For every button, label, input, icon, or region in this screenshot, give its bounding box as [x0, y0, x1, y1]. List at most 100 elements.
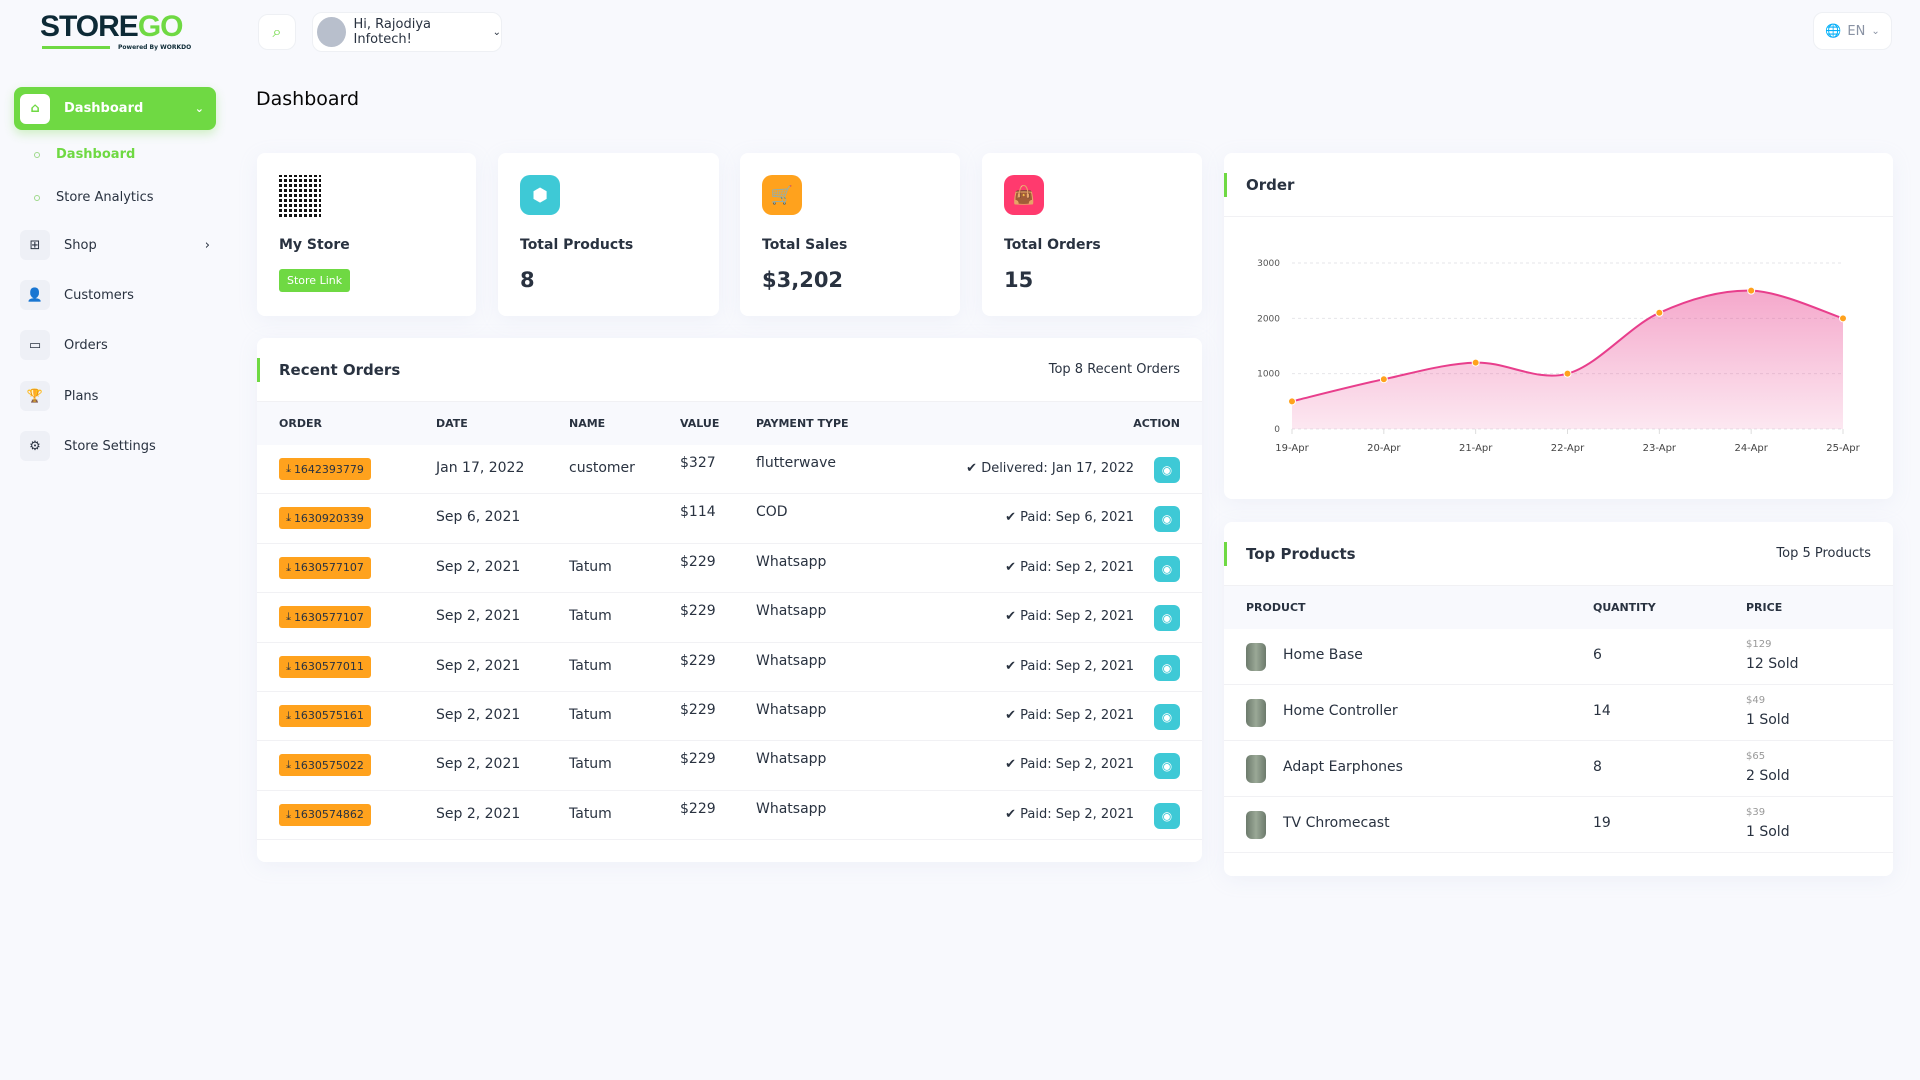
product-thumbnail	[1246, 755, 1266, 783]
download-icon: ⤓	[286, 462, 291, 475]
storego-logo[interactable]: STOREGO Powered By WORKDO	[40, 10, 192, 52]
check-icon: ✔	[1005, 510, 1021, 526]
order-id-button[interactable]: ⤓ 1630577107	[279, 556, 371, 579]
eye-icon: ◉	[1161, 709, 1173, 724]
order-value: $229	[680, 553, 716, 570]
payment-type: Whatsapp	[756, 603, 827, 620]
product-thumbnail	[1246, 643, 1266, 671]
product-quantity: 14	[1593, 703, 1611, 719]
order-status: ✔ Paid: Sep 2, 2021	[1005, 560, 1134, 575]
table-row: ⤓ 1630577107 Sep 2, 2021 Tatum $229 Whats…	[257, 593, 1202, 643]
order-id-button[interactable]: ⤓ 1642393779	[279, 458, 371, 480]
payment-type: Whatsapp	[756, 800, 827, 817]
view-order-button[interactable]: ◉	[1154, 753, 1180, 780]
page-title: Dashboard	[256, 88, 360, 110]
product-row: Home Base 6 $129 12 Sold	[1224, 629, 1893, 685]
sidebar-item-label: Plans	[64, 388, 99, 404]
card-subtitle: Top 5 Products	[1776, 546, 1871, 561]
order-value: $229	[680, 751, 716, 768]
order-status: ✔ Paid: Sep 2, 2021	[1005, 609, 1134, 624]
view-order-button[interactable]: ◉	[1154, 506, 1180, 533]
globe-icon: 🌐	[1825, 23, 1842, 39]
chevron-down-icon: ⌄	[492, 26, 501, 38]
product-sold: 2 Sold	[1746, 768, 1790, 784]
sidebar-item-dashboard[interactable]: ⌂ Dashboard ⌄	[14, 87, 216, 130]
gear-icon: ⚙	[20, 431, 50, 461]
customer-name: Tatum	[569, 756, 612, 773]
search-icon: ⌕	[272, 22, 282, 41]
status-text: Delivered: Jan 17, 2022	[981, 461, 1134, 476]
status-text: Paid: Sep 2, 2021	[1020, 559, 1134, 575]
order-date: Sep 2, 2021	[436, 805, 521, 822]
customer-name: Tatum	[569, 706, 612, 723]
user-menu[interactable]: Hi, Rajodiya Infotech! ⌄	[312, 12, 502, 52]
order-id-button[interactable]: ⤓ 1630577011	[279, 655, 371, 678]
order-id-button[interactable]: ⤓ 1630920339	[279, 507, 371, 530]
card-title: Order	[1246, 175, 1295, 194]
logo-powered-by: Powered By WORKDO	[118, 44, 192, 51]
sidebar-item-orders[interactable]: ▭ Orders	[20, 327, 216, 363]
trophy-icon: 🏆	[20, 381, 50, 411]
eye-icon: ◉	[1161, 463, 1173, 477]
order-status: ✔ Paid: Sep 2, 2021	[1005, 757, 1134, 772]
column-header: ACTION	[1133, 417, 1180, 430]
logo-accent: GO	[137, 10, 184, 43]
column-header: VALUE	[680, 417, 720, 430]
order-id-button[interactable]: ⤓ 1630575022	[279, 754, 371, 777]
product-quantity: 8	[1593, 759, 1602, 775]
qr-code-icon	[279, 175, 321, 217]
sidebar-item-label: Customers	[64, 287, 134, 303]
chevron-right-icon: ›	[204, 237, 210, 253]
view-order-button[interactable]: ◉	[1154, 654, 1180, 681]
order-id: 1630574862	[293, 808, 364, 822]
store-link-button[interactable]: Store Link	[279, 269, 351, 292]
order-id-button[interactable]: ⤓ 1630575161	[279, 704, 371, 727]
x-tick-label: 23-Apr	[1643, 443, 1677, 454]
order-id: 1642393779	[293, 462, 364, 476]
status-text: Paid: Sep 2, 2021	[1020, 658, 1134, 674]
column-header: PRICE	[1746, 601, 1783, 614]
x-tick-label: 24-Apr	[1734, 443, 1768, 454]
total-sales-card: 🛒 Total Sales $3,202	[740, 153, 960, 316]
order-area-chart: 0 1000 2000 3000 19-Apr 20-Apr 21-Apr 22-Apr 23-…	[1257, 259, 1860, 454]
sidebar-item-customers[interactable]: 👤 Customers	[20, 277, 216, 313]
view-order-button[interactable]: ◉	[1154, 605, 1180, 632]
order-id-button[interactable]: ⤓ 1630574862	[279, 803, 371, 826]
product-sold: 12 Sold	[1746, 656, 1799, 672]
y-tick-label: 0	[1274, 425, 1280, 435]
check-icon: ✔	[1005, 757, 1021, 773]
status-text: Paid: Sep 2, 2021	[1020, 806, 1134, 822]
sidebar-subitem-store-analytics[interactable]: Store Analytics	[34, 190, 154, 205]
view-order-button[interactable]: ◉	[1154, 457, 1180, 483]
view-order-button[interactable]: ◉	[1154, 703, 1180, 730]
payment-type: Whatsapp	[756, 751, 827, 768]
search-button[interactable]: ⌕	[258, 14, 296, 50]
order-chart-card: Order 0 1000 2000 3000 19-Apr 20-Apr 21-Apr 22-…	[1224, 153, 1893, 499]
x-tick-label: 25-Apr	[1826, 443, 1860, 454]
customer-name: customer	[569, 460, 635, 476]
download-icon: ⤓	[286, 610, 291, 624]
order-id: 1630577107	[293, 610, 364, 624]
sidebar-item-plans[interactable]: 🏆 Plans	[20, 378, 216, 414]
language-selector[interactable]: 🌐 EN ⌄	[1813, 12, 1892, 50]
sidebar-item-shop[interactable]: ⊞ Shop ›	[20, 227, 216, 263]
customer-name: Tatum	[569, 558, 612, 575]
avatar	[317, 17, 346, 47]
stat-value: 8	[520, 268, 535, 292]
recent-orders-card: Recent Orders Top 8 Recent Orders ORDER D…	[257, 338, 1202, 862]
y-tick-label: 3000	[1257, 259, 1280, 269]
sidebar-item-store-settings[interactable]: ⚙ Store Settings	[20, 428, 216, 464]
chevron-down-icon: ⌄	[1871, 25, 1880, 37]
order-id: 1630577107	[293, 561, 364, 575]
sidebar-item-label: Store Settings	[64, 438, 156, 454]
product-sold: 1 Sold	[1746, 712, 1790, 728]
product-quantity: 19	[1593, 815, 1611, 831]
column-header: ORDER	[279, 417, 322, 430]
sidebar-subitem-dashboard[interactable]: Dashboard	[34, 147, 135, 162]
view-order-button[interactable]: ◉	[1154, 555, 1180, 582]
order-date: Sep 2, 2021	[436, 756, 521, 773]
order-id-button[interactable]: ⤓ 1630577107	[279, 606, 371, 629]
order-value: $229	[680, 652, 716, 669]
payment-type: Whatsapp	[756, 701, 827, 718]
view-order-button[interactable]: ◉	[1154, 802, 1180, 829]
